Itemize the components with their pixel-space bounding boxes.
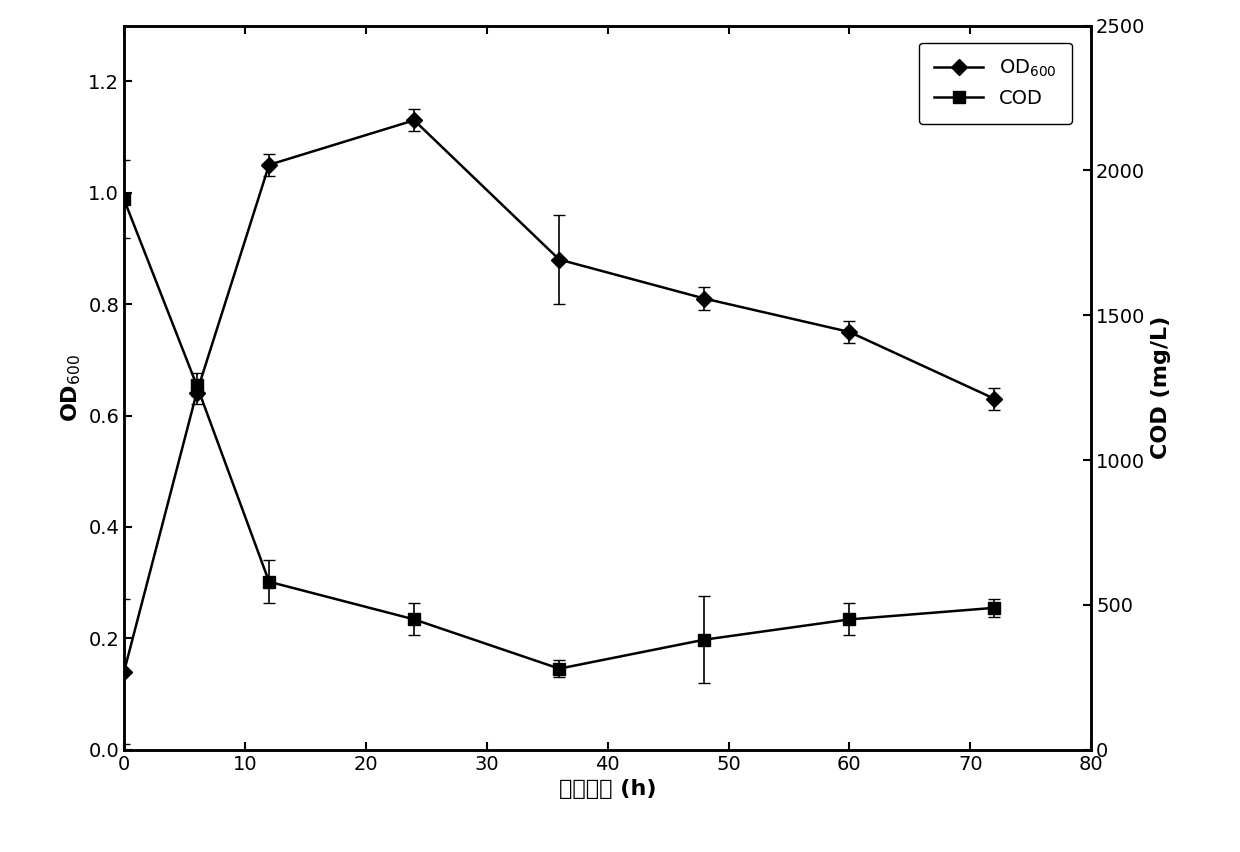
- X-axis label: 培养时间 (h): 培养时间 (h): [559, 780, 656, 799]
- Y-axis label: OD$_{600}$: OD$_{600}$: [60, 354, 83, 422]
- Y-axis label: COD (mg/L): COD (mg/L): [1151, 316, 1171, 459]
- Legend: OD$_{600}$, COD: OD$_{600}$, COD: [919, 43, 1071, 124]
